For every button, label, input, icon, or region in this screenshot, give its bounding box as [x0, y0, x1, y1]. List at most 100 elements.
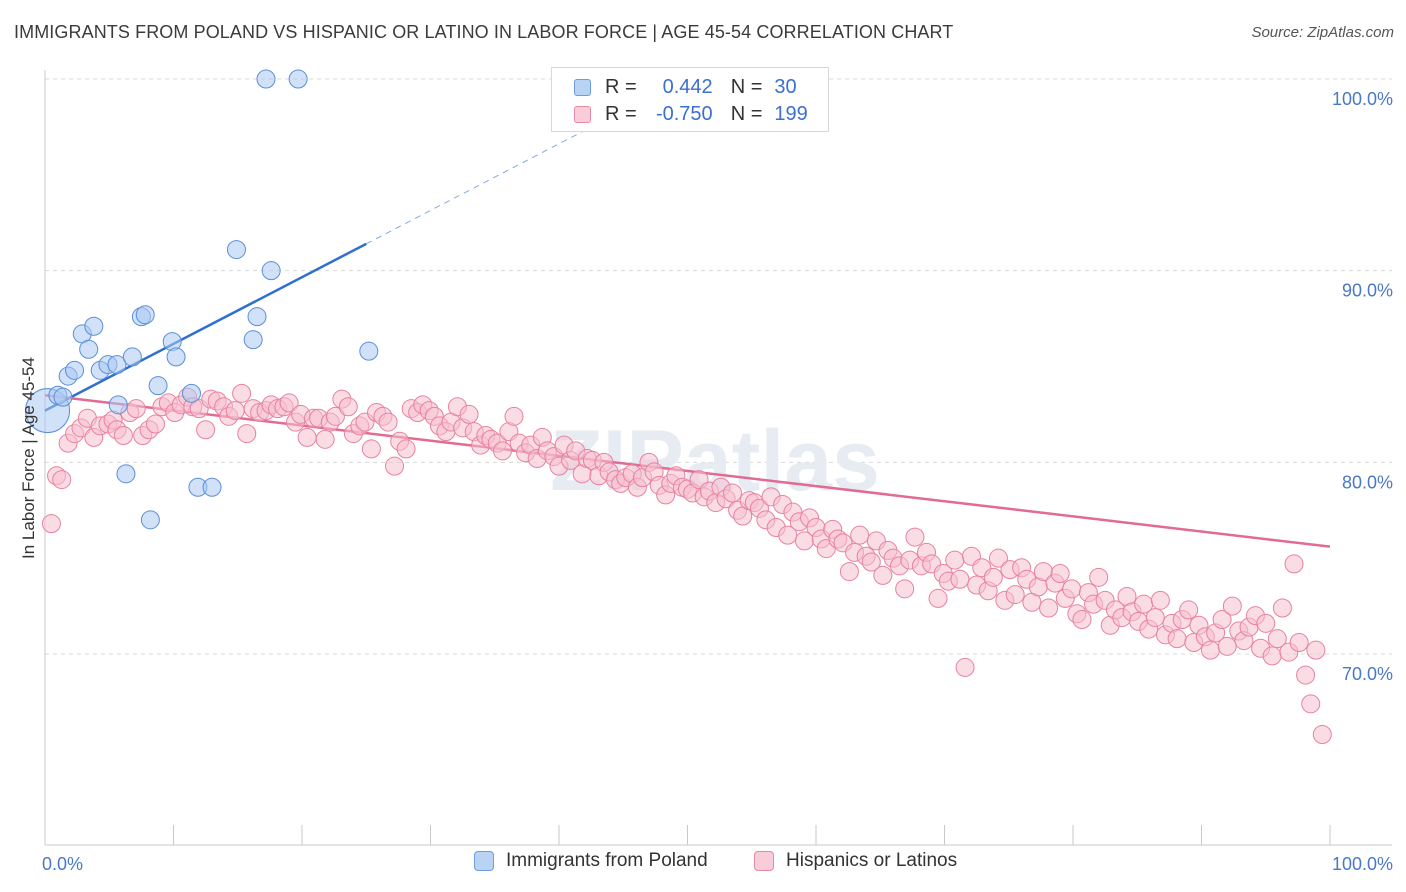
point-hispanic	[1167, 629, 1187, 649]
point-hispanic	[722, 483, 742, 503]
point-poland	[122, 347, 142, 367]
data-points	[25, 69, 1332, 744]
point-hispanic	[52, 470, 72, 490]
y-axis-label: In Labor Force | Age 45-54	[19, 357, 38, 559]
point-hispanic	[928, 588, 948, 608]
x-tick-label: 100.0%	[1332, 854, 1393, 874]
legend-swatch-hispanic	[754, 851, 774, 871]
point-poland	[108, 395, 128, 415]
point-poland	[79, 339, 99, 359]
point-poland	[148, 376, 168, 396]
point-hispanic	[1272, 598, 1292, 618]
point-hispanic	[873, 565, 893, 585]
point-hispanic	[146, 414, 166, 434]
point-poland	[53, 387, 73, 407]
y-tick-label: 70.0%	[1342, 664, 1393, 684]
legend-n-label: N =	[730, 102, 763, 125]
legend-row-hispanic: R = -0.750 N = 199	[574, 101, 808, 127]
legend-r-label: R =	[605, 75, 637, 98]
point-poland	[243, 330, 263, 350]
legend-label-hispanic: Hispanics or Latinos	[786, 850, 958, 871]
y-tick-label: 90.0%	[1342, 281, 1393, 301]
point-hispanic	[459, 404, 479, 424]
point-hispanic	[1289, 633, 1309, 652]
point-hispanic	[1150, 590, 1170, 610]
point-poland	[256, 69, 276, 89]
point-hispanic	[113, 426, 133, 445]
correlation-legend: R = 0.442 N = 30 R = -0.750 N = 199	[551, 67, 829, 132]
point-hispanic	[1301, 694, 1321, 714]
point-hispanic	[385, 456, 405, 476]
x-tick-labels: 0.0% 100.0%	[42, 854, 1393, 874]
source-credit: Source: ZipAtlas.com	[1251, 24, 1394, 41]
legend-swatch-poland	[474, 851, 494, 871]
y-tick-label: 80.0%	[1342, 472, 1393, 492]
point-hispanic	[950, 569, 970, 589]
point-hispanic	[1217, 636, 1237, 656]
point-hispanic	[1072, 610, 1092, 629]
grid-lines	[45, 78, 1392, 655]
point-hispanic	[1262, 646, 1282, 666]
point-poland	[359, 341, 379, 361]
x-tick-label: 0.0%	[42, 854, 83, 874]
point-poland	[116, 464, 136, 484]
point-poland	[247, 307, 267, 327]
legend-item-poland[interactable]: Immigrants from Poland	[474, 850, 708, 872]
point-hispanic	[41, 514, 61, 534]
point-hispanic	[492, 441, 512, 461]
series-legend: Immigrants from Poland Hispanics or Lati…	[0, 850, 1406, 878]
point-hispanic	[1039, 598, 1059, 618]
point-hispanic	[861, 552, 881, 572]
point-hispanic	[361, 439, 381, 459]
point-hispanic	[839, 562, 859, 582]
point-hispanic	[1005, 585, 1025, 605]
point-hispanic	[1256, 613, 1276, 633]
point-hispanic	[905, 527, 925, 547]
legend-swatch-poland	[574, 78, 591, 96]
point-hispanic	[1200, 640, 1220, 660]
point-hispanic	[315, 429, 335, 449]
point-poland	[288, 69, 308, 89]
point-hispanic	[895, 579, 915, 599]
point-poland	[202, 477, 222, 497]
axes	[44, 70, 1392, 846]
point-hispanic	[1284, 554, 1304, 574]
point-hispanic	[378, 412, 398, 432]
point-hispanic	[983, 567, 1003, 587]
point-hispanic	[1267, 629, 1287, 649]
legend-n-label: N =	[730, 75, 763, 98]
point-hispanic	[504, 406, 524, 426]
point-hispanic	[945, 550, 965, 570]
point-hispanic	[237, 424, 257, 444]
point-hispanic	[850, 525, 870, 545]
legend-item-hispanic[interactable]: Hispanics or Latinos	[754, 850, 957, 872]
point-hispanic	[297, 427, 317, 447]
trend-line-poland	[44, 242, 367, 412]
point-hispanic	[126, 399, 146, 419]
point-poland	[166, 347, 186, 367]
point-hispanic	[1179, 600, 1199, 620]
point-hispanic	[1312, 725, 1332, 744]
legend-n-value: 30	[774, 75, 797, 98]
point-poland	[261, 261, 281, 281]
trend-line-poland-extension	[366, 109, 624, 245]
point-hispanic	[988, 548, 1008, 568]
y-tick-labels: 70.0% 80.0% 90.0% 100.0%	[1332, 89, 1393, 684]
point-hispanic	[396, 439, 416, 459]
point-hispanic	[1089, 567, 1109, 587]
point-hispanic	[1212, 610, 1232, 629]
point-hispanic	[1145, 608, 1165, 628]
point-poland	[107, 355, 127, 375]
chart-title: IMMIGRANTS FROM POLAND VS HISPANIC OR LA…	[14, 22, 954, 42]
point-hispanic	[1306, 640, 1326, 660]
point-poland	[181, 383, 201, 403]
legend-row-poland: R = 0.442 N = 30	[574, 74, 797, 100]
point-poland	[65, 360, 85, 380]
point-hispanic	[279, 393, 299, 413]
legend-r-value: 0.442	[662, 75, 713, 98]
point-hispanic	[1050, 564, 1070, 583]
point-poland	[226, 240, 246, 260]
point-poland	[84, 316, 104, 336]
legend-swatch-hispanic	[574, 105, 591, 123]
point-hispanic	[778, 525, 798, 545]
